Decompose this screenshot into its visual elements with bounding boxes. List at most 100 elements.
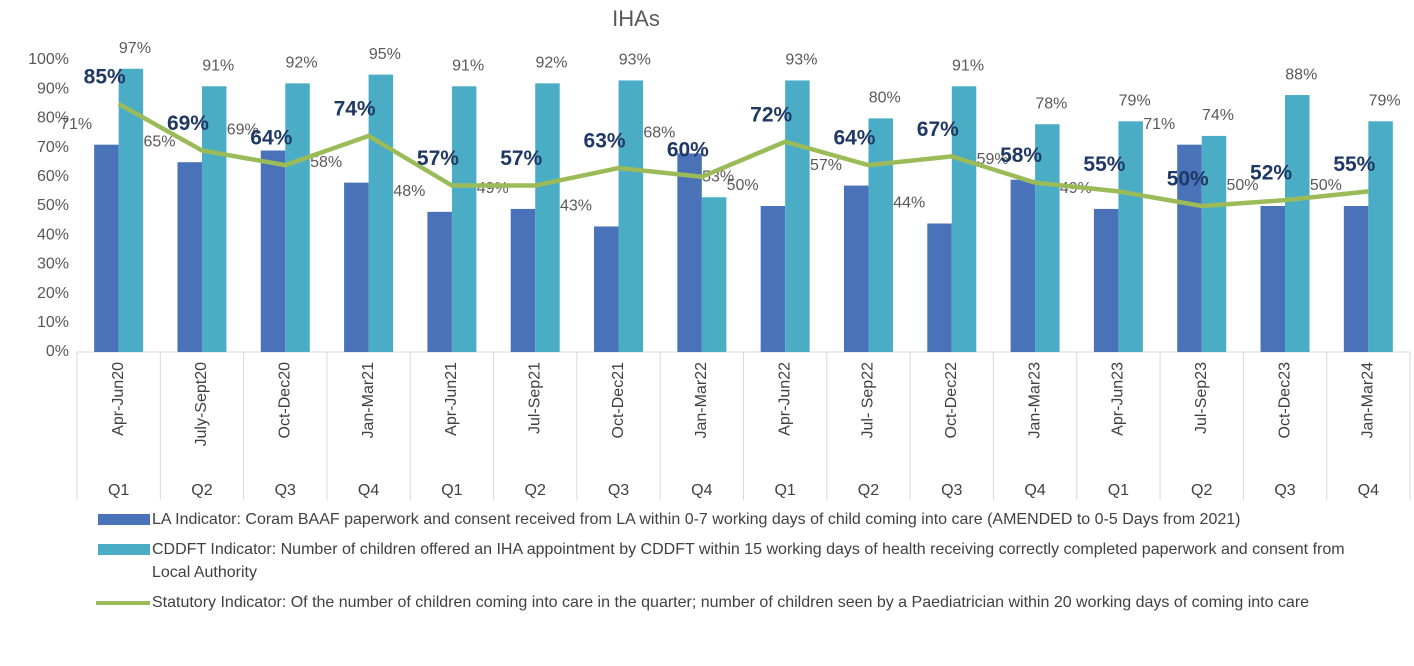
- data-label: 58%: [310, 154, 342, 171]
- data-label: 48%: [393, 183, 425, 200]
- data-label: 63%: [584, 130, 626, 153]
- y-tick-label: 40%: [37, 226, 69, 243]
- x-group-label: Q3: [1274, 482, 1295, 499]
- chart: IHAs 0% 10% 20% 30% 40% 50% 60% 70% 80% 90% 100% Ap…: [28, 6, 1411, 500]
- x-tick-label: July-Sept20: [193, 362, 210, 447]
- data-label: 59%: [977, 151, 1009, 168]
- legend-swatch: [96, 508, 150, 531]
- data-label: 67%: [917, 118, 959, 141]
- data-label: 50%: [1167, 168, 1209, 191]
- y-tick-label: 60%: [37, 168, 69, 185]
- bar: [1093, 208, 1119, 352]
- bar: [785, 80, 810, 352]
- data-label: 68%: [643, 125, 675, 142]
- line: [117, 101, 1369, 209]
- bar: [177, 162, 202, 352]
- data-label: 78%: [1035, 95, 1067, 112]
- x-group-label: Q1: [774, 482, 795, 499]
- x-tick-label: Oct-Dec23: [1276, 362, 1293, 439]
- data-label: 57%: [500, 147, 542, 170]
- data-label: 91%: [452, 57, 484, 74]
- x-tick-label: Oct-Dec22: [943, 362, 960, 439]
- x-group-label: Q4: [358, 482, 379, 499]
- x-tick-label: Apr-Jun23: [1110, 362, 1127, 436]
- data-label: 74%: [1202, 107, 1234, 124]
- x-group-label: Q4: [1358, 482, 1379, 499]
- x-tick-label: Apr-Jun20: [110, 362, 127, 436]
- data-label: 95%: [369, 46, 401, 63]
- y-tick-label: 0%: [46, 343, 69, 360]
- bar: [427, 211, 452, 352]
- bar: [951, 86, 977, 352]
- bar: [701, 197, 727, 352]
- legend-label: CDDFT Indicator: Number of children offe…: [152, 541, 1345, 581]
- data-label: 69%: [227, 122, 259, 139]
- data-label: 43%: [560, 198, 592, 215]
- bar: [451, 86, 477, 352]
- data-label: 92%: [535, 55, 567, 72]
- bar: [594, 226, 619, 352]
- y-tick-label: 30%: [37, 256, 69, 273]
- bar: [868, 118, 893, 353]
- x-group-label: Q2: [525, 482, 546, 499]
- y-tick-label: 80%: [37, 110, 69, 127]
- bar: [260, 150, 286, 352]
- bar: [1118, 121, 1143, 352]
- x-tick-label: Jul-Sep23: [1193, 362, 1210, 434]
- bar: [1285, 95, 1310, 352]
- bar: [1177, 144, 1202, 352]
- y-tick-label: 100%: [28, 51, 69, 68]
- bar: [285, 83, 310, 353]
- data-label: 79%: [1369, 93, 1401, 110]
- data-label: 79%: [1119, 93, 1151, 110]
- bar: [201, 86, 227, 352]
- x-tick-label: Jul-Sep21: [526, 362, 543, 434]
- data-label: 50%: [727, 177, 759, 194]
- x-tick-label: Jan-Mar23: [1026, 362, 1043, 439]
- data-label: 58%: [1000, 144, 1042, 167]
- data-label: 74%: [334, 97, 376, 120]
- data-label: 60%: [667, 138, 709, 161]
- bar: [1368, 121, 1393, 352]
- x-tick-label: Jul- Sep22: [860, 362, 877, 439]
- x-tick-label: Apr-Jun21: [443, 362, 460, 436]
- y-tick-label: 50%: [37, 197, 69, 214]
- x-group-label: Q2: [1191, 482, 1212, 499]
- y-tick-label: 20%: [37, 285, 69, 302]
- bar: [344, 182, 369, 352]
- bar: [535, 83, 560, 353]
- bar: [1010, 179, 1036, 352]
- data-label: 72%: [750, 103, 792, 126]
- data-label: 52%: [1250, 162, 1292, 185]
- x-group-label: Q3: [275, 482, 296, 499]
- data-label: 85%: [84, 65, 126, 88]
- data-label: 97%: [119, 40, 151, 57]
- data-label: 64%: [833, 127, 875, 150]
- legend: LA Indicator: Coram BAAF paperwork and c…: [96, 508, 1376, 621]
- data-label: 57%: [417, 147, 459, 170]
- x-tick-label: Oct-Dec20: [277, 362, 294, 439]
- bar: [760, 206, 786, 352]
- legend-swatch: [96, 591, 150, 614]
- x-group-label: Q3: [941, 482, 962, 499]
- data-label: 91%: [952, 57, 984, 74]
- bar: [1035, 124, 1060, 353]
- data-label: 71%: [60, 116, 92, 133]
- data-label: 57%: [810, 157, 842, 174]
- x-group-label: Q3: [608, 482, 629, 499]
- legend-item: CDDFT Indicator: Number of children offe…: [96, 538, 1376, 584]
- data-label: 91%: [202, 57, 234, 74]
- x-group-label: Q1: [441, 482, 462, 499]
- data-label: 92%: [286, 55, 318, 72]
- chart-title: IHAs: [612, 6, 660, 31]
- x-tick-label: Jan-Mar21: [360, 362, 377, 439]
- data-label: 80%: [869, 90, 901, 107]
- legend-label: Statutory Indicator: Of the number of ch…: [152, 594, 1310, 611]
- bar: [1260, 206, 1286, 352]
- x-group-label: Q1: [108, 482, 129, 499]
- data-label: 71%: [1143, 116, 1175, 133]
- x-group-label: Q4: [1024, 482, 1045, 499]
- data-label: 93%: [619, 52, 651, 69]
- data-label: 93%: [785, 52, 817, 69]
